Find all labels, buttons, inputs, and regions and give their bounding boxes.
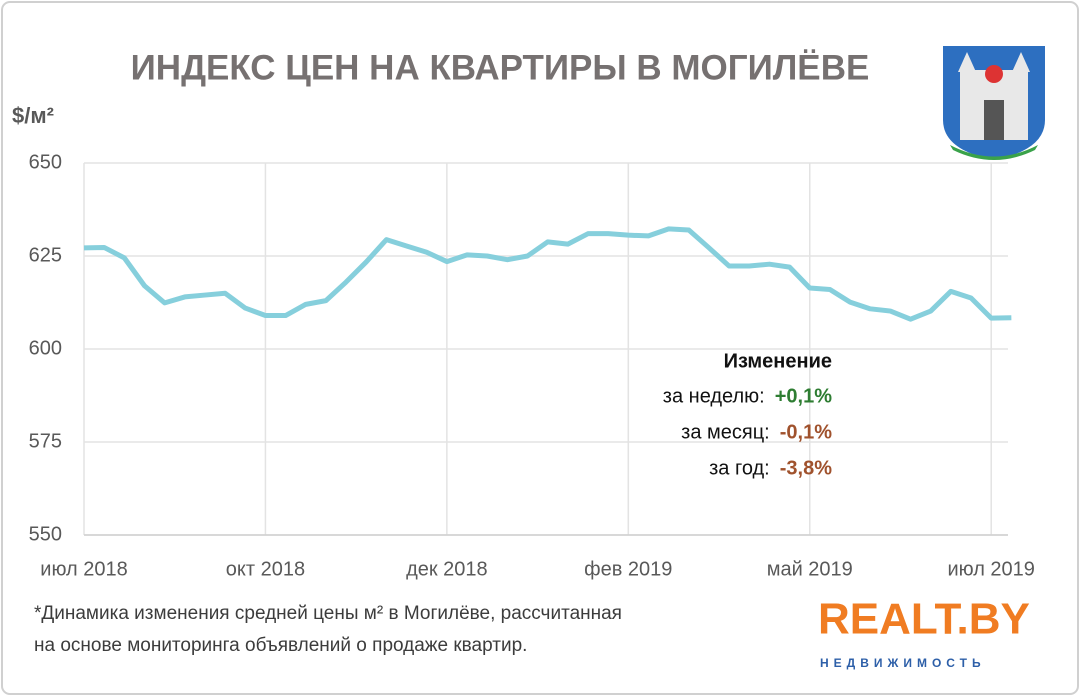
x-tick-label: фев 2019 xyxy=(584,558,672,580)
y-tick-label: 575 xyxy=(29,430,62,452)
x-tick-label: дек 2018 xyxy=(406,558,488,580)
change-label: за неделю: xyxy=(663,385,765,407)
brand-subtitle: НЕДВИЖИМОСТЬ xyxy=(820,656,986,670)
x-tick-label: июл 2018 xyxy=(40,558,127,580)
y-tick-label: 600 xyxy=(29,337,62,359)
footnote: на основе мониторинга объявлений о прода… xyxy=(34,635,527,656)
x-tick-label: июл 2019 xyxy=(947,558,1034,580)
change-value: -0,1% xyxy=(780,421,832,443)
footnote: *Динамика изменения средней цены м² в Мо… xyxy=(34,603,622,624)
change-title: Изменение xyxy=(724,350,832,372)
y-axis-label: $/м² xyxy=(12,103,54,128)
x-tick-label: май 2019 xyxy=(767,558,853,580)
change-value: +0,1% xyxy=(775,385,832,407)
chart-title: ИНДЕКС ЦЕН НА КВАРТИРЫ В МОГИЛЁВЕ xyxy=(131,48,870,87)
y-tick-label: 650 xyxy=(29,151,62,173)
data-line xyxy=(83,226,1012,322)
change-label: за год: xyxy=(709,457,770,479)
change-label: за месяц: xyxy=(681,421,770,443)
y-tick-label: 550 xyxy=(29,523,62,545)
y-tick-label: 625 xyxy=(29,244,62,266)
change-value: -3,8% xyxy=(780,457,832,479)
brand-logo: REALT.BY xyxy=(818,595,1030,644)
x-tick-label: окт 2018 xyxy=(226,558,305,580)
coat-of-arms xyxy=(943,46,1045,160)
